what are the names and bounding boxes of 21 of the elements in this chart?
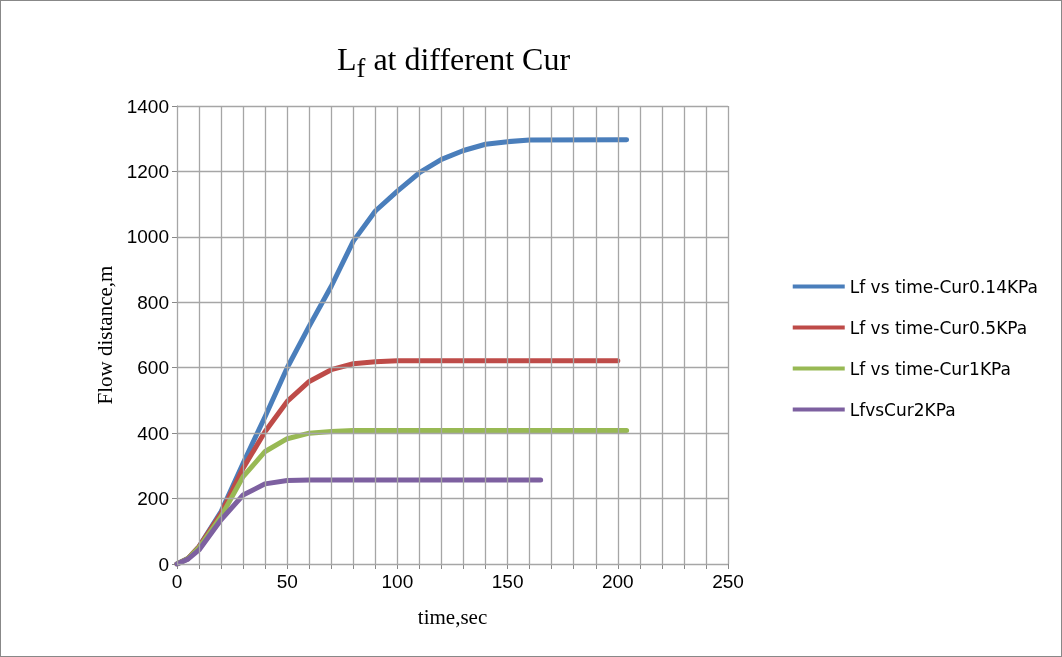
x-tick-label: 150 (491, 571, 524, 592)
y-tick-label: 800 (137, 291, 169, 313)
x-tick-label: 100 (381, 571, 414, 592)
x-tick-label: 50 (276, 571, 298, 592)
y-axis-title: Flow distance,m (92, 265, 117, 405)
y-tick-label: 400 (137, 422, 169, 444)
x-tick-label: 250 (712, 571, 744, 592)
legend-label: Lf vs time-Cur0.5KPa (849, 317, 1028, 338)
y-tick-label: 200 (137, 488, 169, 510)
x-tick-label: 200 (601, 571, 634, 592)
y-tick-label: 0 (158, 553, 169, 575)
x-tick-label: 0 (171, 571, 183, 592)
chart-title: L$_{f}$ at different Cur (335, 41, 572, 85)
y-tick-label: 1400 (126, 95, 169, 117)
x-axis-title: time,sec (417, 604, 488, 629)
y-tick-label: 600 (137, 357, 169, 379)
y-tick-label: 1000 (126, 226, 169, 248)
y-tick-label: 1200 (126, 160, 169, 182)
legend-label: Lf vs time-Cur0.14KPa (849, 276, 1038, 297)
legend-label: Lf vs time-Cur1KPa (849, 358, 1011, 379)
legend-label: LfvsCur2KPa (849, 399, 956, 420)
